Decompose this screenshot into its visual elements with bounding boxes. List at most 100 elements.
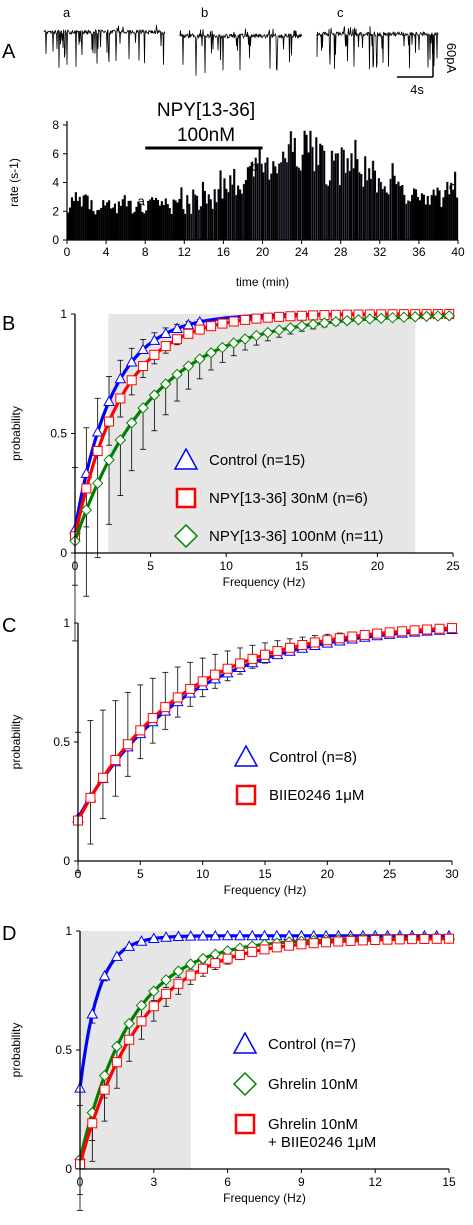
data-point: [274, 311, 285, 322]
histogram-bar: [295, 166, 298, 240]
histogram-bar: [121, 199, 124, 240]
data-point: [148, 389, 161, 401]
y-axis-title: rate (s-1): [7, 158, 21, 207]
histogram-bar: [274, 166, 277, 240]
data-point: [209, 929, 222, 941]
histogram-bar: [160, 201, 163, 240]
scale-time-label: 4s: [410, 82, 424, 97]
histogram-bar: [413, 188, 416, 240]
x-tick-label: 25: [383, 867, 397, 881]
data-point: [172, 965, 185, 977]
histogram-bar: [117, 201, 120, 240]
x-tick-label: 30: [445, 867, 459, 881]
histogram-bar: [377, 178, 380, 240]
histogram-bar: [100, 207, 103, 240]
histogram-bar: [80, 206, 83, 240]
legend-label-2: NPY[13-36] 30nM (n=6): [209, 490, 368, 507]
histogram-bar: [348, 170, 351, 241]
data-point: [240, 314, 251, 325]
histogram-bar: [82, 195, 85, 240]
histogram-bar: [428, 204, 431, 240]
data-point: [397, 626, 408, 637]
histogram-bar: [305, 134, 308, 240]
histogram-bar: [239, 189, 242, 240]
data-point: [222, 953, 233, 964]
histogram-bar: [289, 131, 293, 241]
data-point: [124, 1034, 135, 1045]
data-point: [322, 635, 333, 646]
histogram-bar: [332, 160, 336, 241]
data-point: [341, 314, 353, 327]
histogram-bar: [154, 197, 158, 240]
data-point: [262, 326, 274, 339]
histogram-bar: [168, 208, 171, 240]
x-tick-label: 20: [256, 245, 270, 259]
data-point: [234, 949, 245, 960]
data-point: [137, 343, 149, 355]
x-tick-label: 3: [150, 1175, 157, 1189]
data-point: [359, 629, 370, 640]
histogram-bar: [115, 213, 118, 240]
data-point: [86, 1007, 99, 1019]
data-point: [321, 937, 331, 948]
data-point: [148, 1001, 159, 1012]
data-point: [103, 454, 115, 466]
data-point: [115, 393, 126, 404]
histogram-bar: [456, 197, 459, 240]
histogram-bar: [231, 184, 234, 241]
data-point: [160, 974, 172, 986]
data-point: [182, 318, 195, 330]
data-point: [235, 658, 246, 669]
data-point: [210, 958, 221, 969]
histogram-bar: [444, 190, 447, 240]
histogram-bar: [432, 189, 435, 240]
data-point: [110, 755, 121, 766]
histogram-bar: [438, 190, 441, 240]
x-tick-label: 20: [321, 867, 335, 881]
histogram-bar: [234, 194, 238, 241]
histogram-bar: [360, 174, 363, 240]
data-point: [147, 932, 160, 944]
data-point: [184, 958, 197, 970]
histogram-bar: [317, 164, 320, 241]
x-axis-title: Frequency (Hz): [224, 883, 307, 897]
histogram-bar: [186, 194, 189, 241]
data-point: [386, 311, 399, 324]
x-tick-label: 5: [147, 559, 154, 573]
data-point: [172, 930, 185, 941]
histogram-bar: [158, 205, 161, 240]
data-point: [111, 1057, 122, 1068]
data-point: [103, 395, 115, 406]
histogram-bar: [209, 199, 212, 240]
y-tick-label: 4: [52, 176, 59, 190]
histogram-bar: [221, 198, 224, 240]
data-point: [297, 639, 308, 650]
data-point: [171, 322, 183, 333]
x-axis-title: Frequency (Hz): [223, 1191, 306, 1205]
histogram-bar: [135, 206, 138, 240]
time-point-label-c: c: [449, 179, 456, 194]
data-point: [296, 320, 308, 332]
y-axis-title: probability: [9, 406, 23, 461]
data-point: [80, 504, 93, 516]
y-tick-label: 0.5: [50, 427, 67, 441]
shaded-region: [108, 314, 416, 553]
histogram-bar: [203, 190, 206, 240]
data-point: [330, 316, 342, 328]
histogram-bar: [166, 204, 169, 240]
x-tick-label: 10: [220, 559, 234, 573]
x-tick-label: 0: [75, 867, 82, 881]
histogram-bar: [70, 197, 74, 240]
data-point: [318, 317, 331, 329]
legend-marker-3: [234, 1113, 256, 1135]
data-point: [81, 483, 92, 494]
x-tick-label: 15: [295, 559, 309, 573]
x-tick-label: 6: [224, 1175, 231, 1189]
data-point: [296, 310, 307, 321]
data-point: [375, 312, 387, 324]
data-point: [184, 930, 197, 941]
legend-label-line: NPY[13-36] 30nM (n=6): [209, 490, 368, 507]
histogram-bar: [213, 189, 216, 241]
data-point: [222, 663, 233, 674]
histogram-bar: [260, 163, 263, 241]
